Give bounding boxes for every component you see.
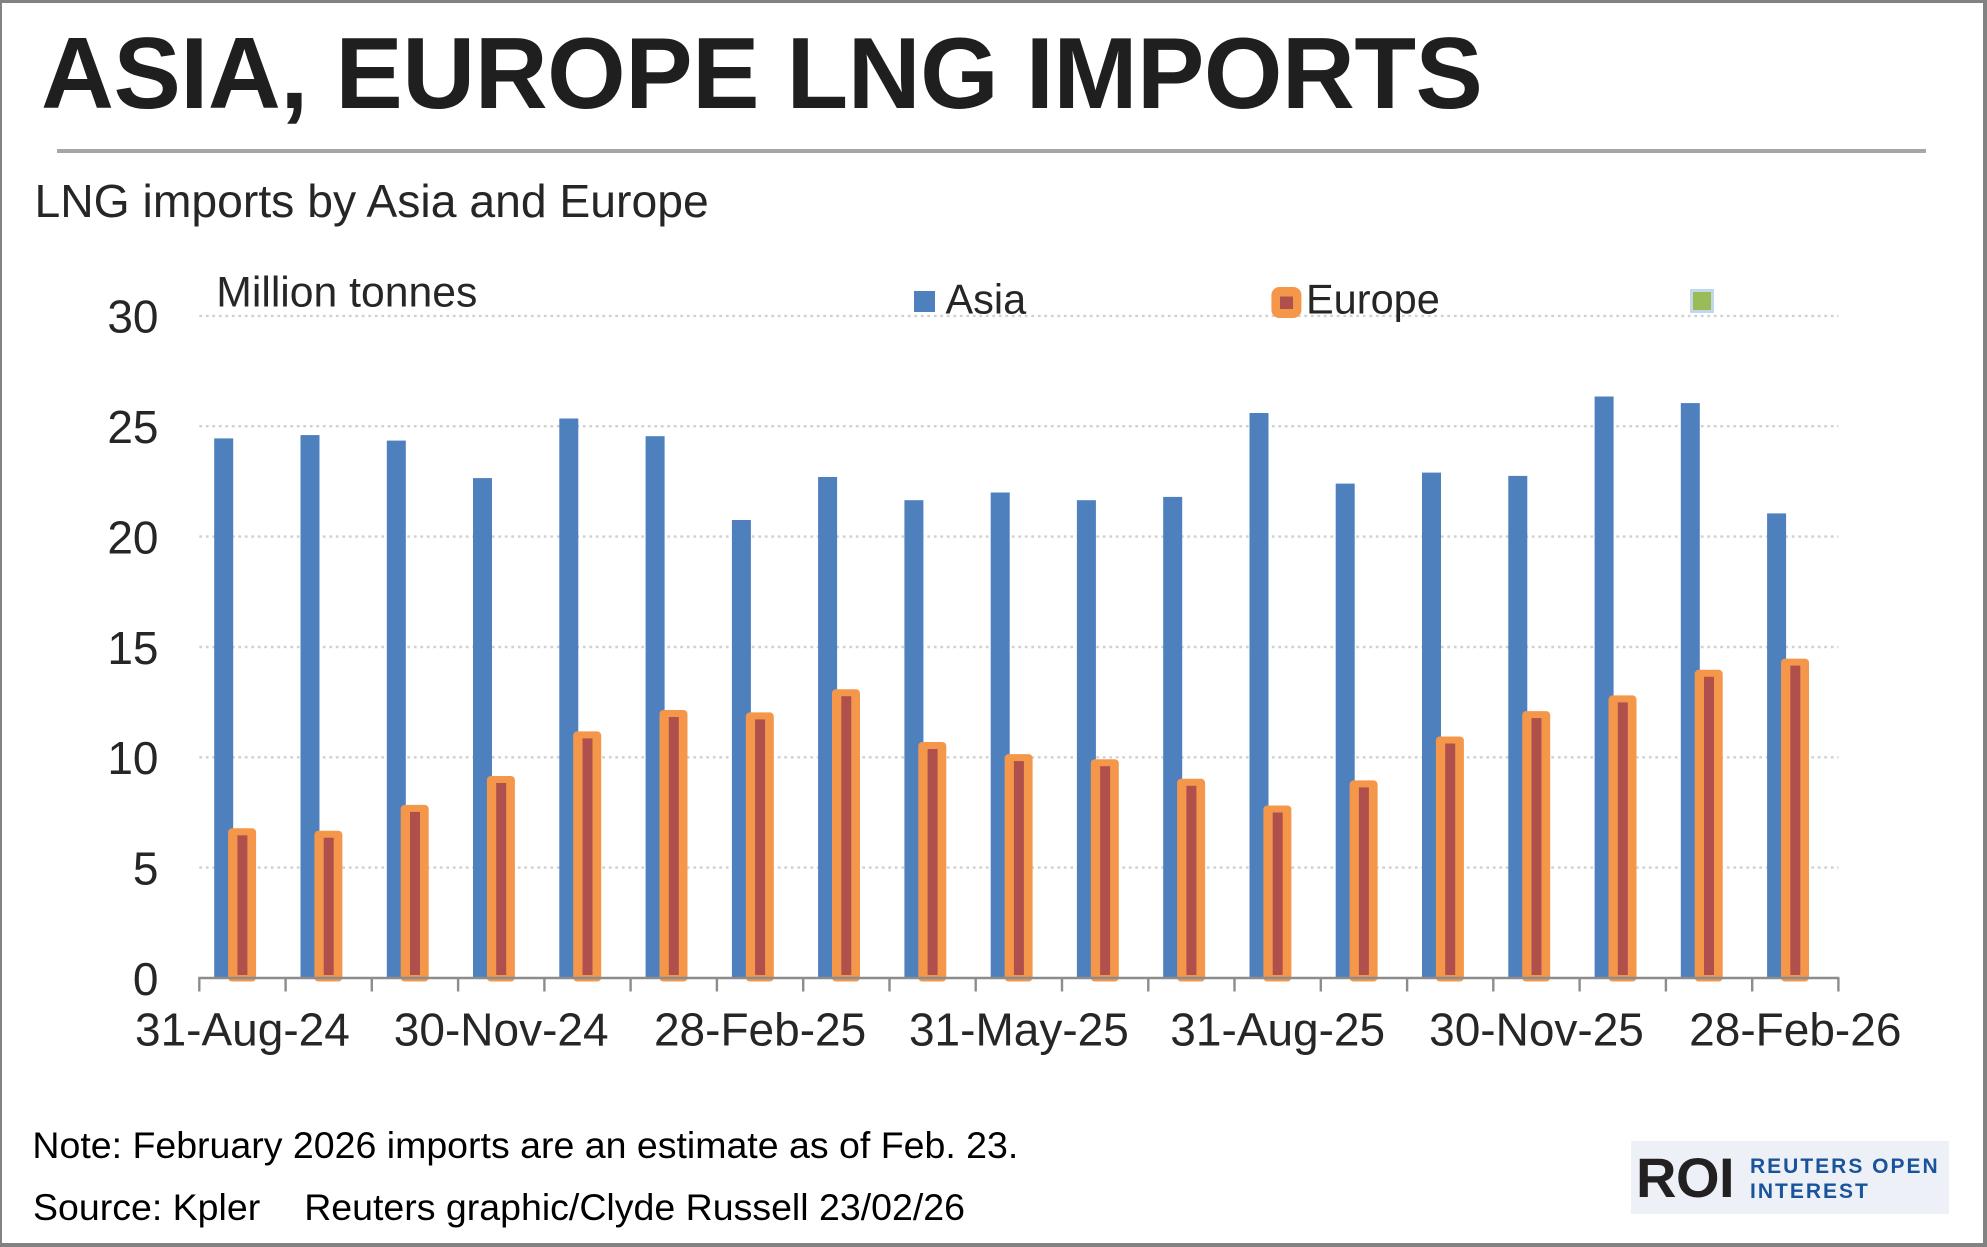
svg-text:20: 20: [107, 511, 158, 563]
svg-text:Europe: Europe: [1306, 276, 1440, 323]
svg-text:15: 15: [107, 622, 158, 674]
svg-text:30-Nov-25: 30-Nov-25: [1429, 1004, 1644, 1056]
svg-text:Asia: Asia: [946, 276, 1028, 323]
svg-text:10: 10: [107, 732, 158, 784]
svg-text:30: 30: [107, 291, 158, 343]
svg-text:25: 25: [107, 401, 158, 453]
svg-text:31-May-25: 31-May-25: [909, 1004, 1129, 1056]
svg-text:5: 5: [133, 842, 159, 894]
svg-text:0: 0: [133, 953, 159, 1005]
svg-text:31-Aug-25: 31-Aug-25: [1170, 1004, 1385, 1056]
svg-text:31-Aug-24: 31-Aug-24: [135, 1004, 350, 1056]
svg-text:Million tonnes: Million tonnes: [216, 269, 477, 317]
svg-text:28-Feb-26: 28-Feb-26: [1689, 1004, 1901, 1056]
svg-text:28-Feb-25: 28-Feb-25: [654, 1004, 866, 1056]
svg-text:30-Nov-24: 30-Nov-24: [394, 1004, 609, 1056]
